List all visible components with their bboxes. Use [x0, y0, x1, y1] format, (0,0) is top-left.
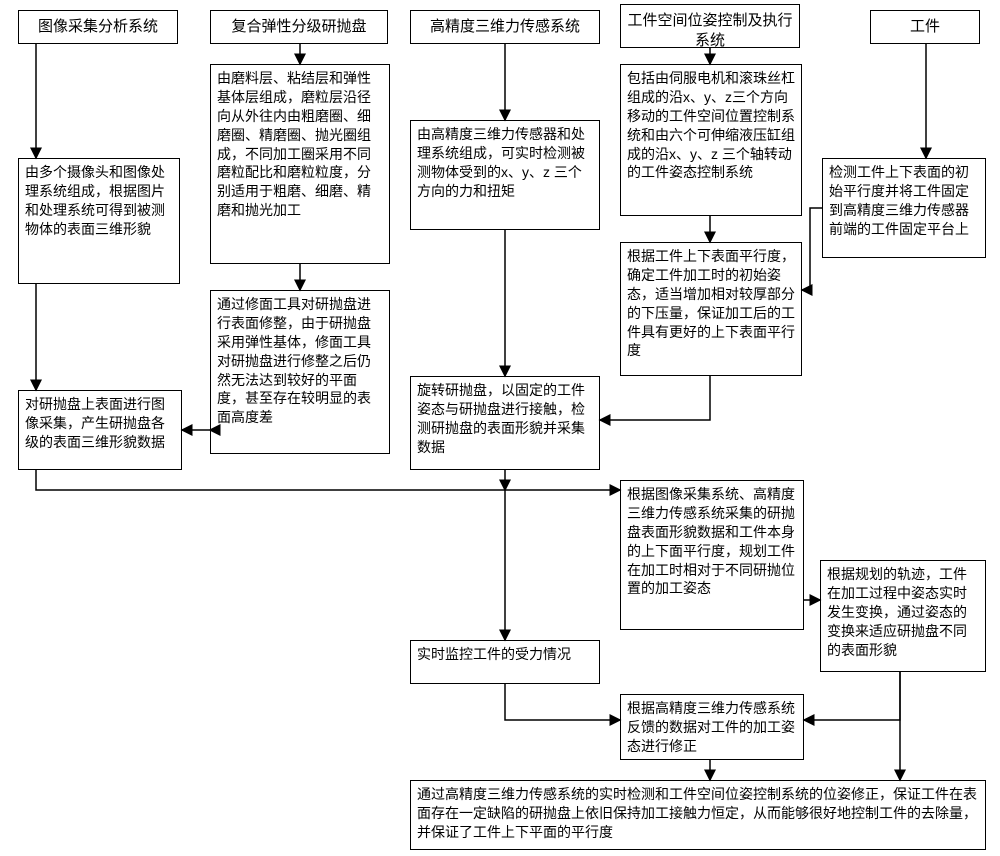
box-disc-composition: 由磨料层、粘结层和弹性基体层组成，磨粒层沿径向从外往内由粗磨圈、细磨圈、精磨圈、… [210, 64, 390, 264]
box-realtime-transform: 根据规划的轨迹，工件在加工过程中姿态实时发生变换，通过姿态的变换来适应研抛盘不同… [820, 560, 986, 672]
header-workpiece: 工件 [870, 10, 980, 44]
box-disc-dressing: 通过修面工具对研抛盘进行表面修整，由于研抛盘采用弹性基体，修面工具对研抛盘进行修… [210, 290, 390, 454]
box-rotate-disc-contact: 旋转研抛盘，以固定的工件姿态与研抛盘进行接触，检测研抛盘的表面形貌并采集数据 [410, 376, 600, 470]
box-initial-pose: 根据工件上下表面平行度，确定工件加工时的初始姿态，适当增加相对较厚部分的下压量，… [620, 242, 802, 376]
box-monitor-force: 实时监控工件的受力情况 [410, 640, 600, 684]
box-image-capture-disc: 对研抛盘上表面进行图像采集，产生研抛盘各级的表面三维形貌数据 [18, 390, 182, 470]
box-servo-system: 包括由伺服电机和滚珠丝杠组成的沿x、y、z三个方向移动的工件空间位置控制系统和由… [620, 64, 802, 216]
box-correct-posture: 根据高精度三维力传感系统反馈的数据对工件的加工姿态进行修正 [620, 694, 804, 760]
box-plan-posture: 根据图像采集系统、高精度三维力传感系统采集的研抛盘表面形貌数据和工件本身的上下面… [620, 480, 804, 630]
header-force-sensor: 高精度三维力传感系统 [410, 10, 600, 44]
flowchart-canvas: 图像采集分析系统 复合弹性分级研抛盘 高精度三维力传感系统 工件空间位姿控制及执… [0, 0, 1000, 856]
header-pose-control: 工件空间位姿控制及执行系统 [620, 4, 800, 48]
box-camera-composition: 由多个摄像头和图像处理系统组成，根据图片和处理系统可得到被测物体的表面三维形貌 [18, 158, 180, 284]
header-composite-disc: 复合弹性分级研抛盘 [210, 10, 388, 44]
box-detect-parallelism: 检测工件上下表面的初始平行度并将工件固定到高精度三维力传感器前端的工件固定平台上 [822, 158, 986, 258]
box-final-result: 通过高精度三维力传感系统的实时检测和工件空间位姿控制系统的位姿修正，保证工件在表… [410, 780, 986, 850]
box-force-sensor-desc: 由高精度三维力传感器和处理系统组成，可实时检测被测物体受到的x、y、z 三个方向… [410, 120, 600, 230]
header-image-system: 图像采集分析系统 [18, 10, 178, 44]
